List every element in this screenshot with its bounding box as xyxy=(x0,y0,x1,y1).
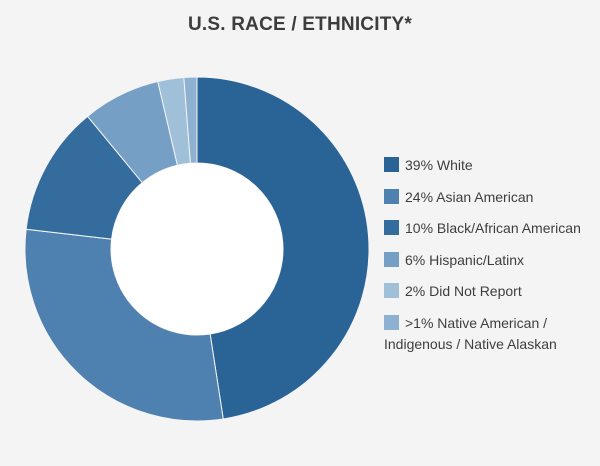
legend-swatch-white xyxy=(384,157,399,172)
legend-label-native-american: >1% Native American / Indigenous / Nativ… xyxy=(384,314,557,352)
chart-legend: 39% White 24% Asian American 10% Black/A… xyxy=(384,155,596,355)
legend-item-asian-american: 24% Asian American xyxy=(384,187,596,219)
chart-title: U.S. RACE / ETHNICITY* xyxy=(188,14,412,35)
donut-slices xyxy=(24,76,370,422)
legend-item-did-not-report: 2% Did Not Report xyxy=(384,281,596,313)
legend-item-hispanic-latinx: 6% Hispanic/Latinx xyxy=(384,250,596,282)
legend-label-asian-american: 24% Asian American xyxy=(405,188,534,205)
legend-label-hispanic-latinx: 6% Hispanic/Latinx xyxy=(405,251,525,268)
donut-hole xyxy=(111,163,283,335)
legend-label-black-african-american: 10% Black/African American xyxy=(405,220,581,236)
legend-item-white: 39% White xyxy=(384,155,596,187)
legend-item-native-american: >1% Native American / Indigenous / Nativ… xyxy=(384,313,596,355)
legend-label-white: 39% White xyxy=(405,157,473,173)
legend-swatch-native-american xyxy=(384,314,399,330)
legend-item-black-african-american: 10% Black/African American xyxy=(384,218,596,250)
legend-swatch-did-not-report xyxy=(384,283,399,298)
legend-swatch-asian-american xyxy=(384,188,399,204)
legend-label-did-not-report: 2% Did Not Report xyxy=(405,283,522,299)
legend-swatch-hispanic-latinx xyxy=(384,251,399,267)
legend-swatch-black-african-american xyxy=(384,220,399,235)
